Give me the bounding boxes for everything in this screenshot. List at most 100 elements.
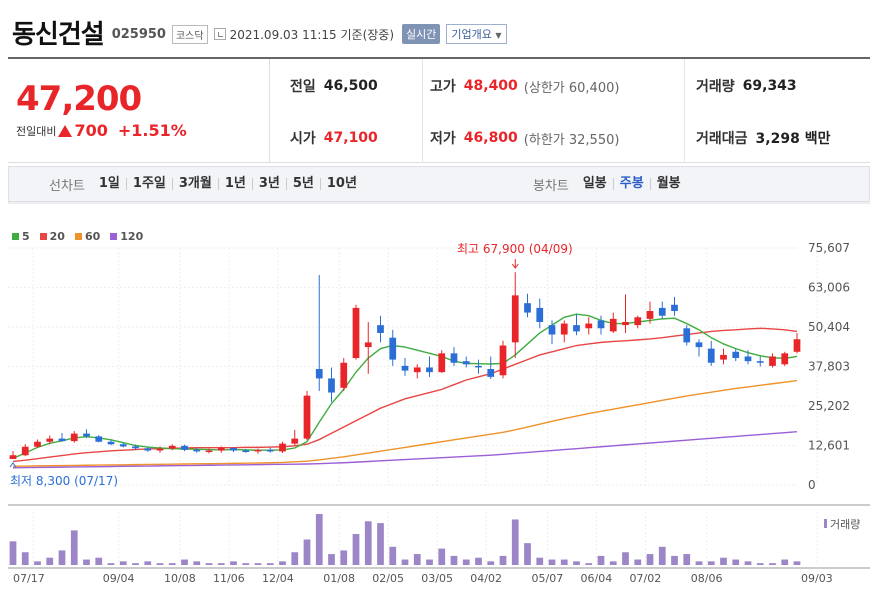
candle-body	[573, 325, 580, 332]
candle-body	[279, 443, 286, 452]
candle-body	[107, 441, 115, 445]
candle-body	[340, 362, 348, 388]
candle-body	[303, 395, 311, 439]
volume-bar	[438, 548, 446, 565]
tab-1w[interactable]: 1주일	[127, 177, 173, 190]
candle-body	[46, 438, 54, 442]
change-percent: +1.51%	[117, 121, 187, 140]
candle-body	[524, 303, 531, 313]
candle-body	[609, 318, 617, 332]
volume-bar	[732, 559, 740, 565]
trade-amount: 거래대금 3,298 백만	[696, 128, 830, 148]
low-price: 저가 46,800 (하한가 32,550)	[430, 128, 619, 148]
volume-bar	[107, 563, 115, 565]
volume-bar	[671, 555, 678, 565]
volume-bar	[303, 539, 311, 565]
open-value: 47,100	[323, 130, 378, 146]
candle-body	[21, 446, 29, 456]
candle-body	[254, 449, 262, 452]
candle-body	[70, 433, 78, 442]
candle-body	[658, 307, 666, 316]
high-price: 고가 48,400 (상한가 60,400)	[430, 76, 619, 96]
candle-body	[315, 369, 323, 379]
tab-1d[interactable]: 1일	[93, 177, 127, 190]
ma5-line	[12, 313, 798, 459]
volume-bar	[683, 554, 691, 565]
prev-close: 전일 46,500	[290, 76, 378, 96]
legend-label: 20	[49, 230, 65, 243]
lower-limit: (하한가 32,550)	[523, 132, 620, 148]
volume-bar	[499, 555, 507, 565]
candle-body	[511, 295, 519, 343]
low-label: 저가	[430, 131, 456, 147]
volume-bar	[462, 559, 470, 565]
volume-bar	[781, 559, 789, 565]
candle-body	[230, 448, 237, 451]
volume-bar	[181, 559, 188, 565]
volume-bar	[58, 550, 66, 565]
candle-body	[536, 307, 544, 322]
company-profile-dropdown[interactable]: 기업개요 ▼	[446, 24, 507, 44]
up-triangle-icon	[58, 124, 73, 137]
candle-body	[83, 433, 90, 437]
volume: 거래량 69,343	[696, 76, 797, 96]
high-annotation: 최고 67,900 (04/09)	[457, 242, 573, 256]
volume-bar	[793, 561, 801, 565]
tab-3y[interactable]: 3년	[253, 177, 287, 190]
candle-body	[364, 342, 372, 348]
tab-3m[interactable]: 3개월	[173, 177, 219, 190]
tab-daily[interactable]: 일봉	[577, 177, 614, 190]
volume-bar	[524, 543, 531, 565]
tab-monthly[interactable]: 월봉	[656, 176, 681, 191]
ma60-line	[12, 379, 798, 467]
volume-bar	[401, 559, 409, 565]
open-label: 시가	[290, 131, 316, 147]
candle-period-tabs: 일봉 주봉 월봉	[577, 176, 687, 191]
low-arrow-head	[9, 462, 17, 468]
candle-body	[683, 328, 691, 343]
volume-bar	[377, 523, 384, 565]
volume-label: 거래량	[696, 79, 735, 95]
y-tick-label: 75,607	[808, 241, 850, 255]
candle-body	[217, 448, 225, 451]
upper-limit: (상한가 60,400)	[523, 80, 620, 96]
candle-body	[205, 450, 213, 453]
tab-weekly[interactable]: 주봉	[614, 177, 651, 190]
candle-body	[671, 304, 678, 312]
amount-value: 3,298 백만	[755, 131, 831, 147]
current-price: 47,200	[16, 79, 142, 119]
candle-body	[119, 444, 127, 447]
candle-body	[9, 455, 17, 459]
legend-swatch	[74, 233, 82, 240]
volume-bar	[21, 552, 29, 565]
tab-5y[interactable]: 5년	[287, 177, 321, 190]
volume-bar	[622, 552, 629, 565]
market-badge: 코스닥	[171, 24, 208, 44]
candle-body	[242, 450, 250, 453]
candle-body	[756, 361, 764, 363]
tab-1y[interactable]: 1년	[219, 177, 253, 190]
quote-datetime: 2021.09.03 11:15 기준(장중)	[229, 27, 395, 42]
x-tick-label: 06/04	[581, 572, 613, 585]
x-tick-label: 07/17	[13, 572, 45, 585]
candle-body	[487, 369, 495, 377]
moving-averages	[12, 313, 798, 469]
tab-10y[interactable]: 10년	[326, 176, 357, 191]
volume-bar	[217, 563, 225, 565]
y-tick-label: 25,202	[808, 399, 850, 413]
volume-bar	[426, 559, 433, 565]
caret-down-icon: ▼	[495, 31, 502, 40]
candle-body	[144, 448, 152, 451]
candle-body	[499, 345, 507, 376]
realtime-button[interactable]: 실시간	[402, 24, 441, 44]
volume-bar	[119, 561, 127, 565]
candle-body	[132, 446, 139, 449]
divider	[684, 59, 685, 163]
chart-toolbar: 선차트 1일 1주일 3개월 1년 3년 5년 10년 봉차트 일봉 주봉 월봉	[8, 166, 870, 202]
quote-summary: 47,200 전일대비 700 +1.51% 전일 46,500 고가 48,4…	[8, 57, 870, 163]
volume-bar	[511, 519, 519, 565]
candle-body	[328, 378, 335, 393]
candle-body	[291, 438, 299, 444]
divider	[422, 59, 423, 163]
volume-bar	[144, 561, 152, 565]
